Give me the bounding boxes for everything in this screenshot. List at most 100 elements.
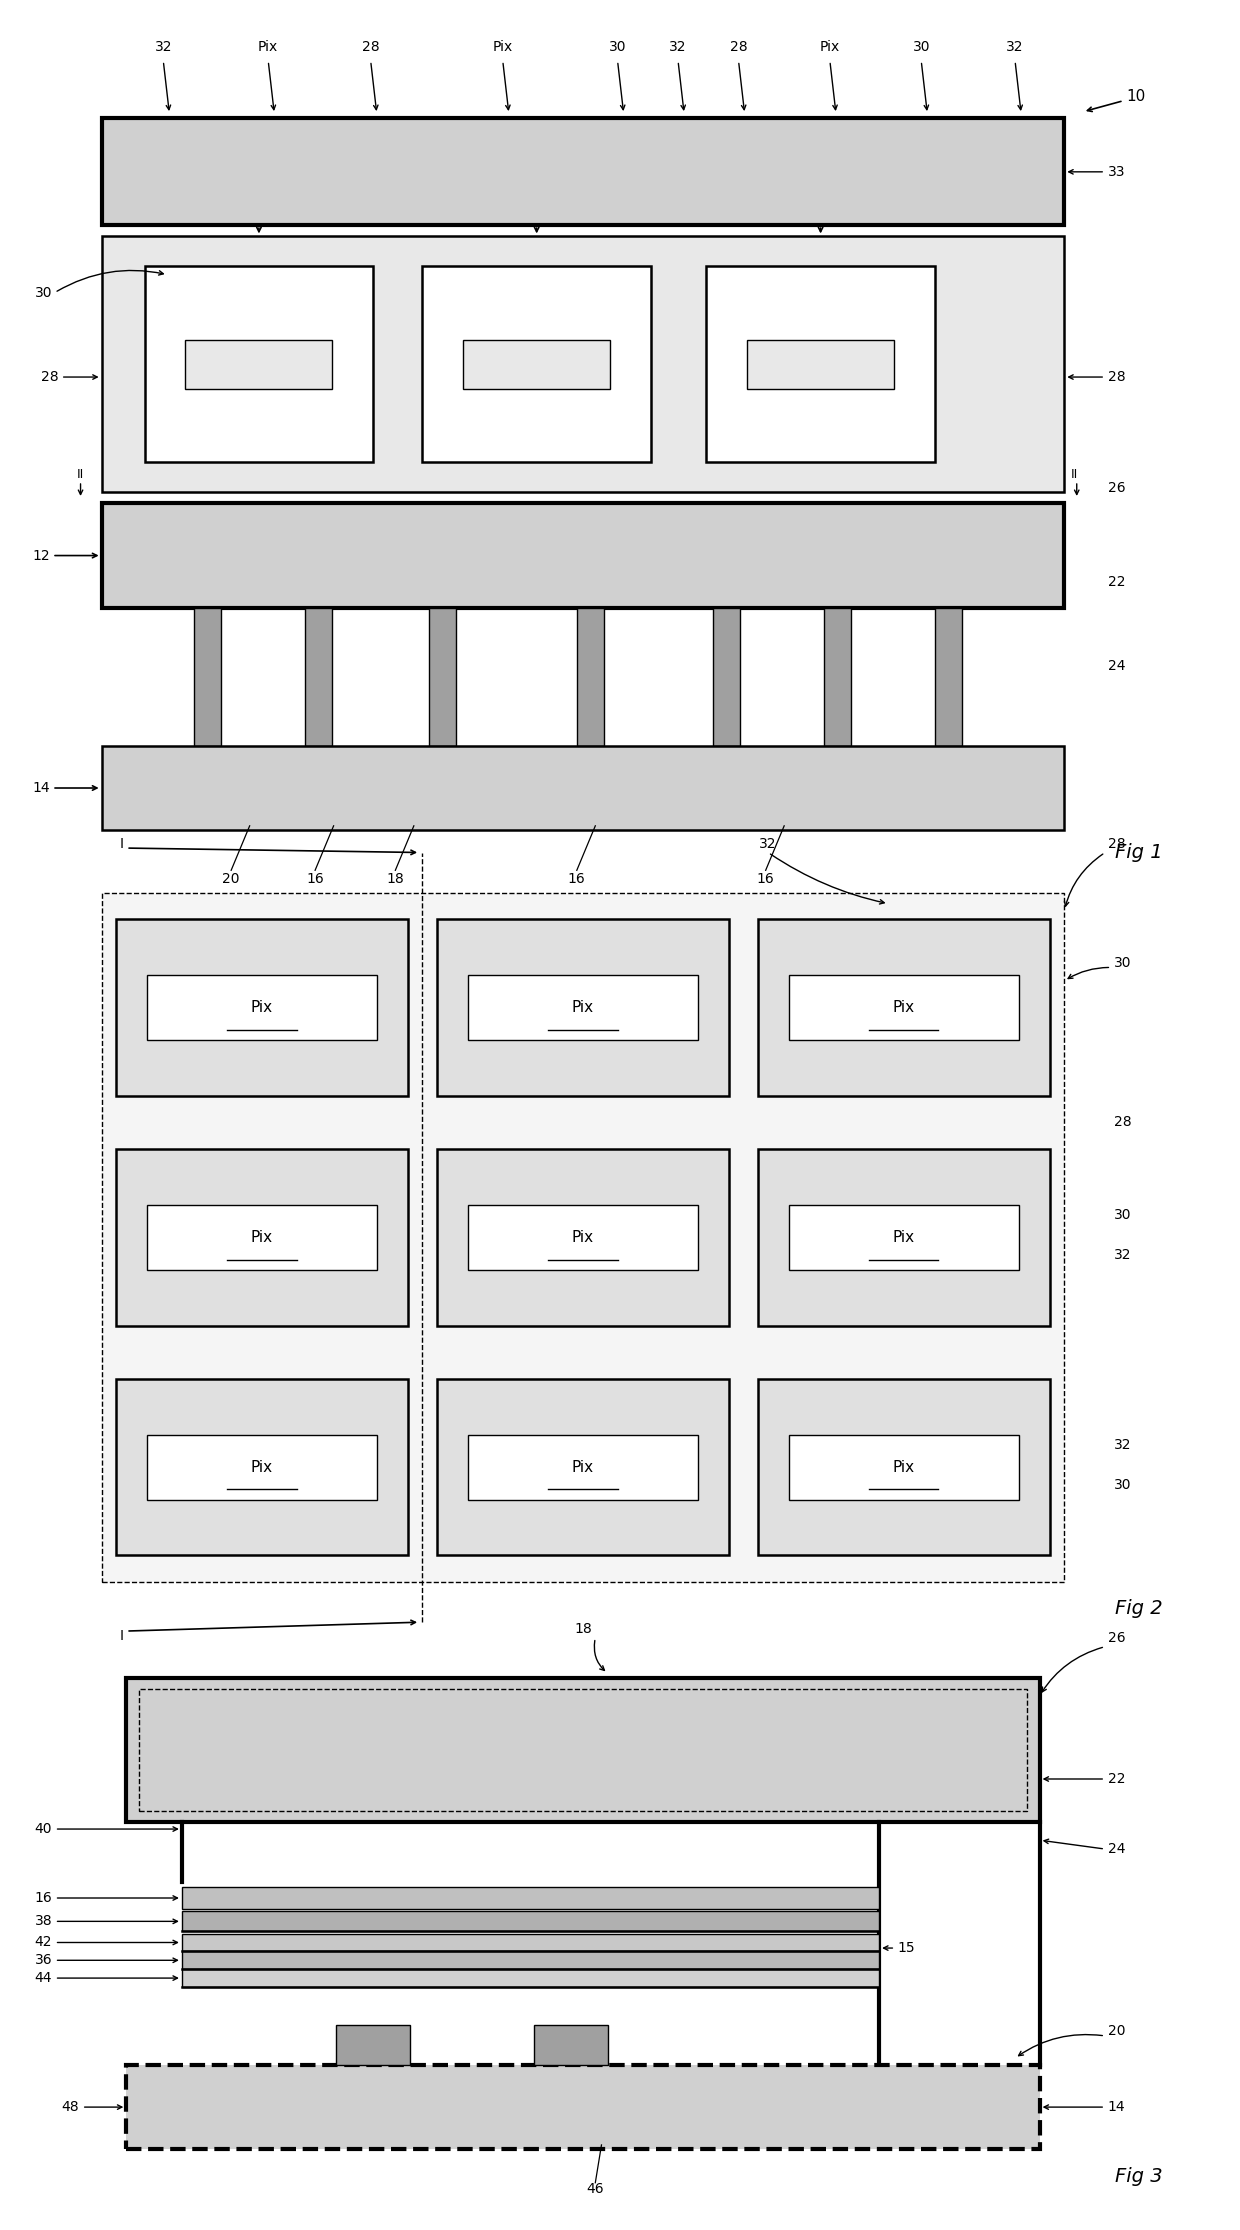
Text: 30: 30: [1114, 957, 1131, 970]
Bar: [102, 118, 1064, 225]
Text: 14: 14: [1107, 2101, 1125, 2114]
Text: Pix: Pix: [250, 1229, 273, 1244]
Text: 32: 32: [1007, 40, 1024, 54]
Bar: [789, 1434, 1019, 1501]
Text: 38: 38: [35, 1913, 52, 1929]
Bar: [117, 1148, 408, 1325]
Text: 33: 33: [1107, 165, 1125, 178]
Text: Pix: Pix: [250, 999, 273, 1015]
Bar: [186, 339, 332, 388]
Text: 24: 24: [1107, 1842, 1125, 1855]
Text: Pix: Pix: [572, 1461, 594, 1474]
Text: 28: 28: [362, 40, 379, 54]
Text: 36: 36: [35, 1953, 52, 1967]
Text: 10: 10: [1126, 89, 1146, 105]
Bar: [748, 339, 894, 388]
Bar: [935, 609, 962, 745]
Text: Fig 1: Fig 1: [1115, 843, 1162, 863]
Bar: [117, 1378, 408, 1557]
Text: 26: 26: [1107, 1630, 1125, 1646]
Text: 28: 28: [1107, 836, 1125, 850]
Text: 16: 16: [306, 872, 324, 885]
Text: 12: 12: [32, 549, 50, 562]
Text: 16: 16: [568, 872, 585, 885]
Text: 32: 32: [670, 40, 687, 54]
Bar: [148, 975, 377, 1039]
Bar: [148, 1434, 377, 1501]
Text: Fig 2: Fig 2: [1115, 1599, 1162, 1619]
Bar: [707, 265, 935, 462]
Text: Pix: Pix: [572, 1229, 594, 1244]
Bar: [102, 892, 1064, 1581]
Text: Pix: Pix: [572, 999, 594, 1015]
Text: 20: 20: [222, 872, 239, 885]
Text: 32: 32: [759, 836, 777, 850]
Bar: [789, 1204, 1019, 1269]
Bar: [182, 1911, 879, 1931]
Text: Fig 3: Fig 3: [1115, 2168, 1162, 2185]
Text: 26: 26: [1107, 482, 1125, 495]
Bar: [758, 1148, 1049, 1325]
Bar: [126, 2065, 1039, 2150]
Text: 20: 20: [1107, 2025, 1125, 2038]
Text: 28: 28: [1107, 370, 1125, 384]
Text: 32: 32: [1114, 1438, 1131, 1452]
Bar: [148, 1204, 377, 1269]
Text: Pix: Pix: [492, 40, 513, 54]
Text: Pix: Pix: [258, 40, 278, 54]
Bar: [195, 609, 221, 745]
Text: 32: 32: [1114, 1249, 1131, 1262]
Text: 14: 14: [32, 780, 50, 796]
Text: II: II: [77, 468, 84, 482]
Bar: [438, 919, 729, 1095]
Bar: [336, 2025, 410, 2065]
Text: 30: 30: [1114, 1478, 1131, 1492]
Bar: [182, 1887, 879, 1909]
Bar: [469, 1434, 698, 1501]
Text: Pix: Pix: [893, 1229, 915, 1244]
Text: 40: 40: [35, 1822, 52, 1835]
Bar: [758, 919, 1049, 1095]
Bar: [182, 1951, 879, 1969]
Bar: [182, 1933, 879, 1951]
Bar: [145, 265, 373, 462]
Bar: [533, 2025, 608, 2065]
Text: 30: 30: [35, 285, 52, 299]
Bar: [102, 236, 1064, 493]
Bar: [469, 975, 698, 1039]
Bar: [438, 1148, 729, 1325]
Text: 28: 28: [41, 370, 58, 384]
Text: 22: 22: [1107, 1773, 1125, 1786]
Bar: [423, 265, 651, 462]
Bar: [464, 339, 610, 388]
Text: 18: 18: [387, 872, 404, 885]
Text: Pix: Pix: [893, 1461, 915, 1474]
Text: 28: 28: [729, 40, 748, 54]
Bar: [126, 1677, 1039, 1822]
Text: 16: 16: [35, 1891, 52, 1904]
Bar: [117, 919, 408, 1095]
Bar: [469, 1204, 698, 1269]
Bar: [789, 975, 1019, 1039]
Text: I: I: [120, 836, 124, 850]
Text: I: I: [120, 1628, 124, 1644]
Bar: [577, 609, 604, 745]
Text: 30: 30: [913, 40, 930, 54]
Text: 48: 48: [62, 2101, 79, 2114]
Bar: [823, 609, 851, 745]
Text: Pix: Pix: [250, 1461, 273, 1474]
Text: 22: 22: [1107, 575, 1125, 589]
Bar: [438, 1378, 729, 1557]
Text: II: II: [1070, 468, 1078, 482]
Text: 44: 44: [35, 1971, 52, 1985]
Text: 28: 28: [1114, 1115, 1131, 1128]
Text: Pix: Pix: [820, 40, 839, 54]
Text: 24: 24: [1107, 658, 1125, 673]
Text: 46: 46: [587, 2183, 604, 2197]
Text: 16: 16: [756, 872, 775, 885]
Text: 32: 32: [155, 40, 172, 54]
Bar: [182, 1969, 879, 1987]
Text: 30: 30: [609, 40, 626, 54]
Bar: [713, 609, 740, 745]
Text: Pix: Pix: [893, 999, 915, 1015]
